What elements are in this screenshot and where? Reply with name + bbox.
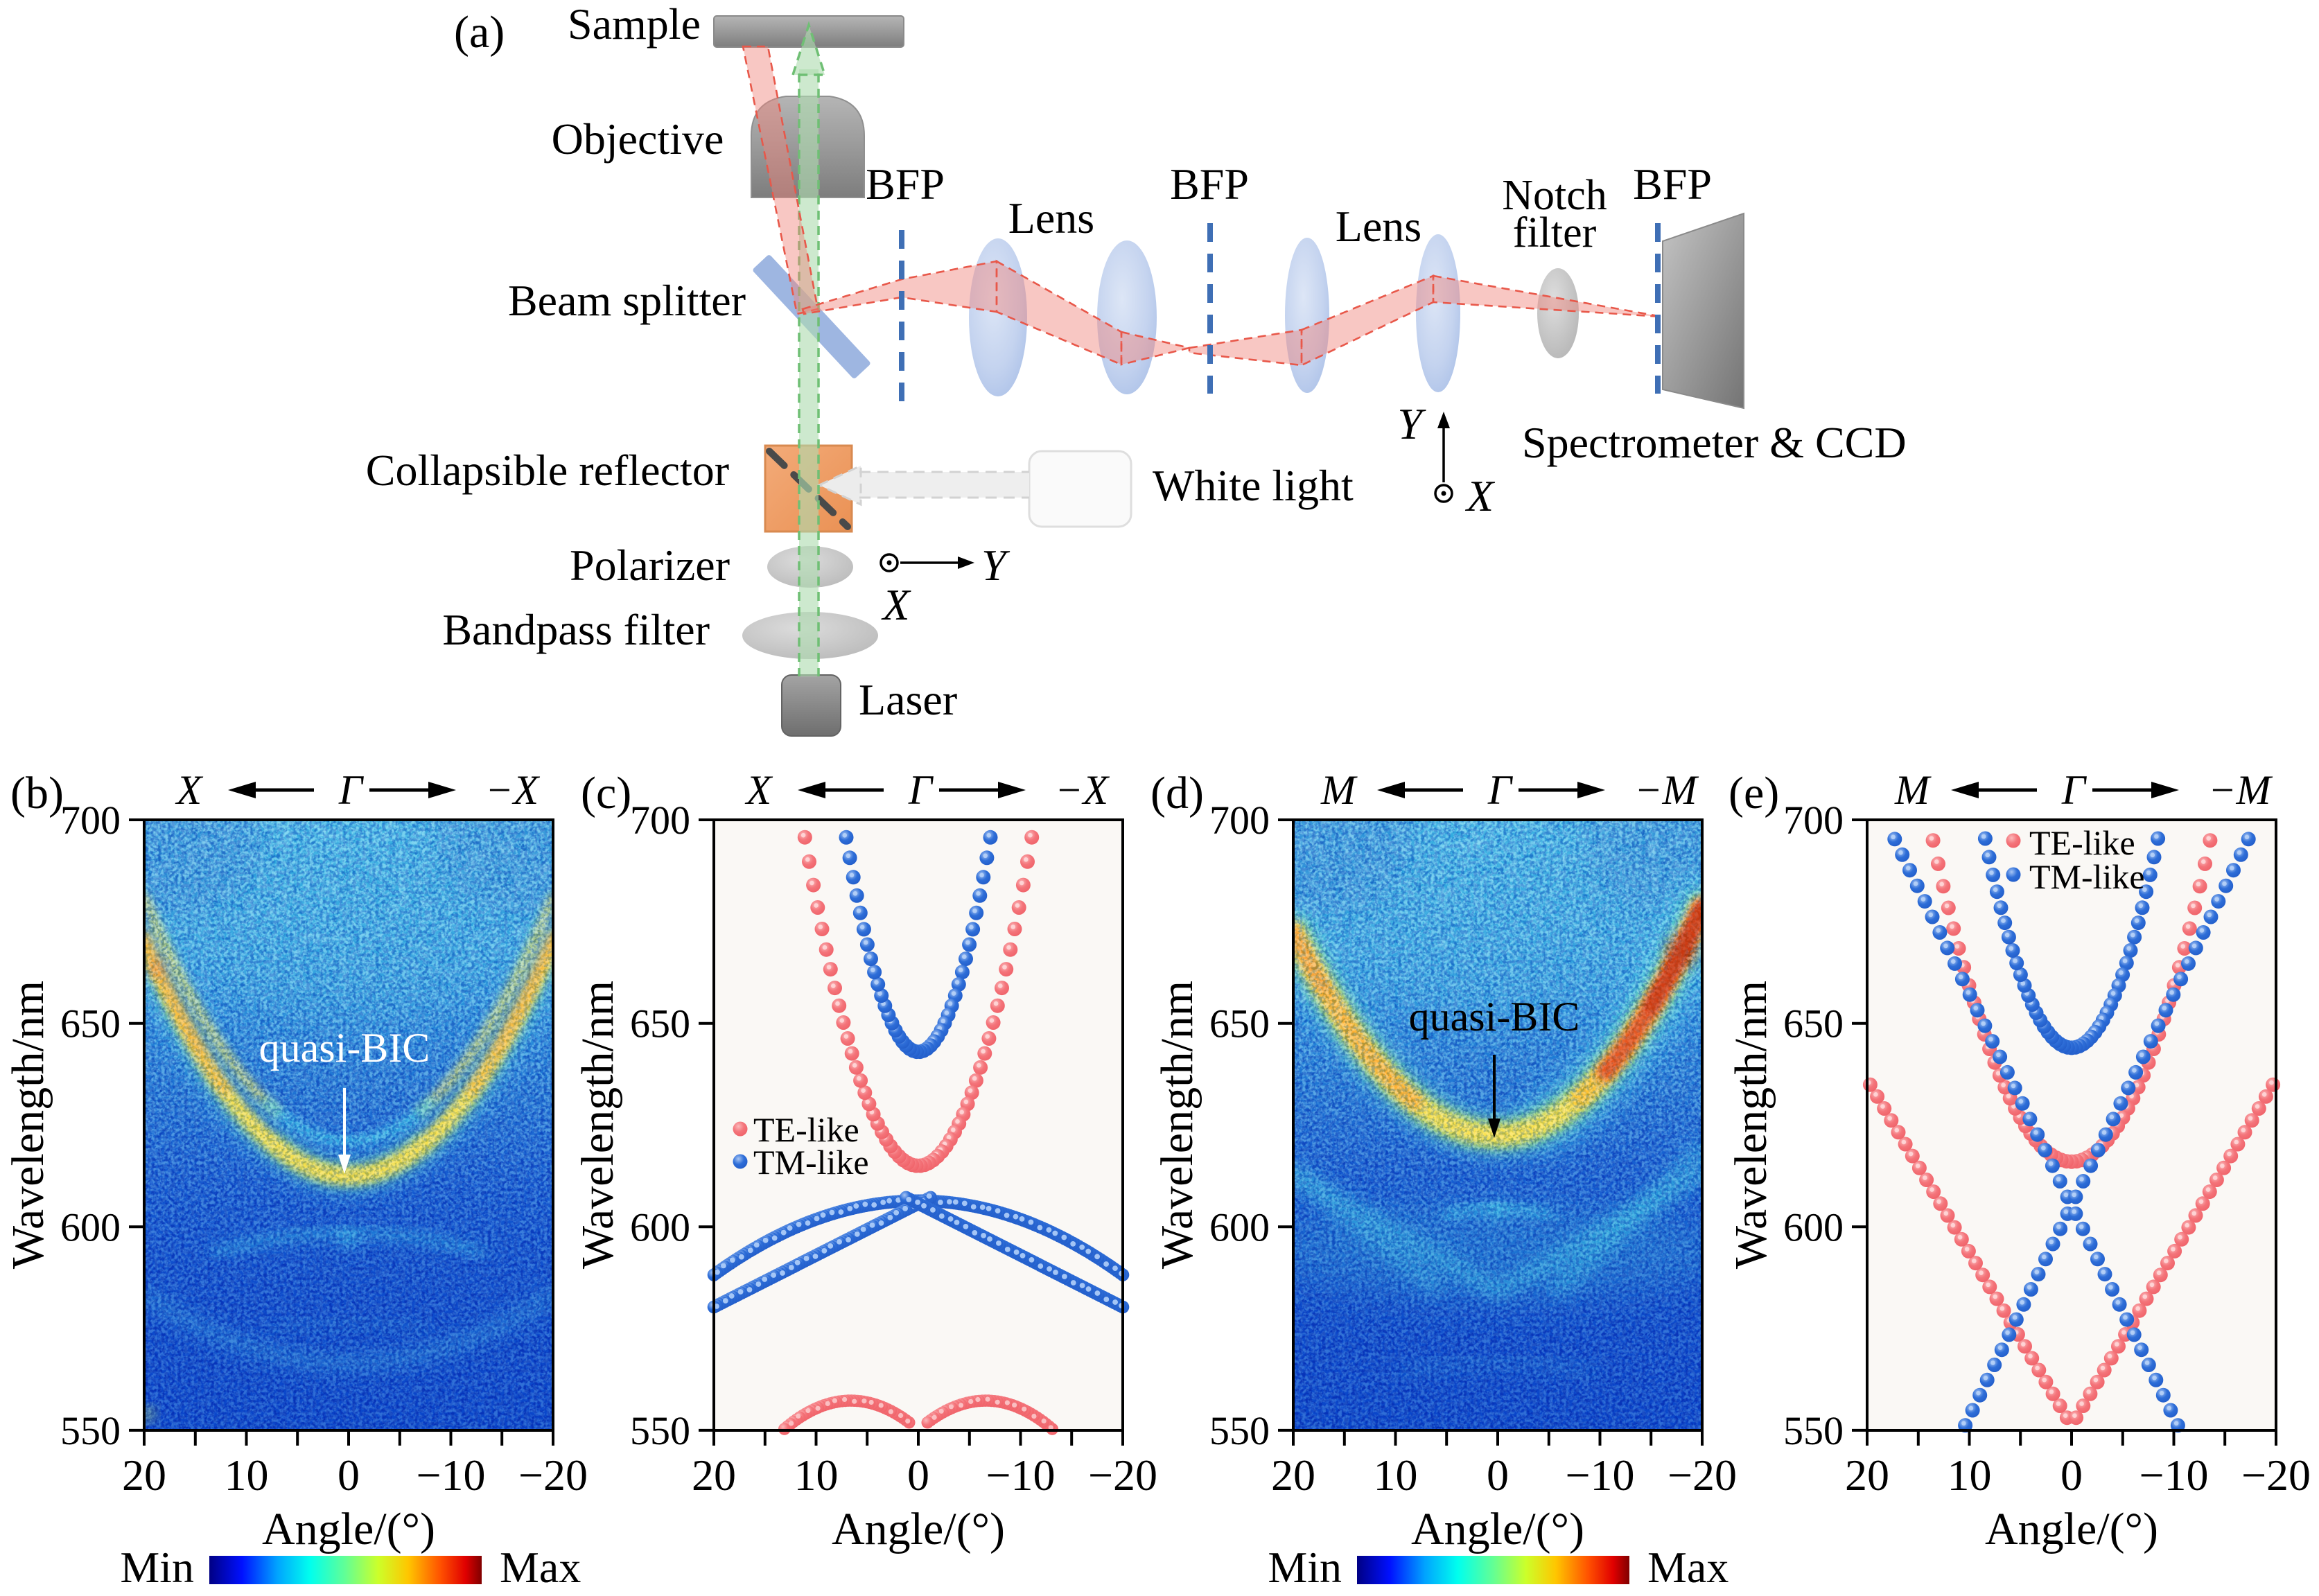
svg-text:10: 10	[1374, 1450, 1418, 1500]
svg-text:BFP: BFP	[1633, 159, 1712, 209]
svg-text:650: 650	[1209, 1001, 1270, 1046]
svg-text:550: 550	[1209, 1408, 1270, 1453]
svg-text:Y: Y	[981, 541, 1010, 590]
svg-text:700: 700	[60, 798, 121, 843]
svg-text:Γ: Γ	[2061, 767, 2088, 813]
svg-text:Wavelength/nm: Wavelength/nm	[1152, 981, 1202, 1269]
svg-text:10: 10	[225, 1450, 269, 1500]
svg-text:20: 20	[122, 1450, 166, 1500]
svg-text:−M: −M	[1634, 767, 1699, 813]
svg-text:−X: −X	[1055, 767, 1110, 813]
svg-text:X: X	[745, 767, 773, 813]
svg-text:Angle/(°): Angle/(°)	[1985, 1504, 2158, 1554]
svg-text:600: 600	[630, 1204, 690, 1249]
svg-text:BFP: BFP	[866, 159, 945, 209]
svg-text:Angle/(°): Angle/(°)	[832, 1504, 1005, 1554]
svg-text:700: 700	[630, 798, 690, 843]
svg-text:Beam splitter: Beam splitter	[508, 276, 746, 325]
svg-text:10: 10	[1948, 1450, 1992, 1500]
svg-text:BFP: BFP	[1170, 159, 1249, 209]
svg-text:20: 20	[1271, 1450, 1315, 1500]
svg-text:(b): (b)	[10, 768, 64, 818]
svg-text:Polarizer: Polarizer	[570, 541, 730, 590]
svg-text:Wavelength/nm: Wavelength/nm	[1726, 981, 1776, 1269]
svg-text:650: 650	[630, 1001, 690, 1046]
svg-text:0: 0	[907, 1450, 929, 1500]
svg-text:Notch: Notch	[1502, 172, 1607, 219]
svg-text:Collapsible reflector: Collapsible reflector	[366, 446, 729, 495]
svg-text:−X: −X	[485, 767, 540, 813]
svg-text:X: X	[175, 767, 204, 813]
svg-text:700: 700	[1783, 798, 1844, 843]
svg-text:quasi-BIC: quasi-BIC	[1409, 994, 1580, 1040]
svg-text:Bandpass filter: Bandpass filter	[442, 605, 710, 654]
svg-text:−20: −20	[1668, 1450, 1737, 1500]
svg-text:(e): (e)	[1729, 768, 1779, 818]
svg-text:Γ: Γ	[338, 767, 365, 813]
svg-text:X: X	[1464, 471, 1496, 520]
svg-text:−10: −10	[416, 1450, 485, 1500]
svg-text:(d): (d)	[1150, 768, 1204, 818]
svg-text:TE-like: TE-like	[753, 1110, 859, 1149]
svg-text:White light: White light	[1153, 461, 1354, 510]
svg-text:650: 650	[1783, 1001, 1844, 1046]
svg-text:550: 550	[1783, 1408, 1844, 1453]
svg-text:550: 550	[60, 1408, 121, 1453]
svg-text:0: 0	[338, 1450, 360, 1500]
svg-text:Sample: Sample	[568, 0, 701, 49]
svg-text:Min: Min	[120, 1543, 194, 1592]
svg-text:(a): (a)	[454, 7, 505, 58]
svg-text:Angle/(°): Angle/(°)	[1411, 1504, 1584, 1554]
svg-text:0: 0	[1487, 1450, 1509, 1500]
svg-text:M: M	[1320, 767, 1358, 813]
svg-text:filter: filter	[1513, 209, 1597, 256]
svg-text:−20: −20	[1088, 1450, 1157, 1500]
svg-text:Angle/(°): Angle/(°)	[262, 1504, 435, 1554]
svg-text:600: 600	[60, 1204, 121, 1249]
svg-text:−10: −10	[2139, 1450, 2208, 1500]
svg-text:Max: Max	[1647, 1543, 1729, 1592]
svg-text:−10: −10	[986, 1450, 1055, 1500]
svg-text:−M: −M	[2208, 767, 2273, 813]
svg-text:700: 700	[1209, 798, 1270, 843]
svg-text:M: M	[1894, 767, 1932, 813]
svg-text:TM-like: TM-like	[753, 1143, 869, 1182]
svg-text:650: 650	[60, 1001, 121, 1046]
svg-text:20: 20	[1845, 1450, 1889, 1500]
svg-text:(c): (c)	[581, 768, 631, 818]
svg-text:20: 20	[692, 1450, 736, 1500]
svg-text:−10: −10	[1565, 1450, 1634, 1500]
svg-text:600: 600	[1209, 1204, 1270, 1249]
svg-text:10: 10	[794, 1450, 839, 1500]
svg-text:Γ: Γ	[1487, 767, 1514, 813]
svg-text:Laser: Laser	[859, 675, 957, 724]
svg-text:Lens: Lens	[1336, 202, 1421, 251]
svg-text:Wavelength/nm: Wavelength/nm	[3, 981, 53, 1269]
svg-text:0: 0	[2060, 1450, 2083, 1500]
svg-text:TM-like: TM-like	[2029, 857, 2145, 896]
svg-text:Min: Min	[1268, 1543, 1342, 1592]
svg-text:Objective: Objective	[552, 114, 724, 164]
svg-text:quasi-BIC: quasi-BIC	[259, 1025, 430, 1071]
svg-text:−20: −20	[518, 1450, 588, 1500]
svg-text:X: X	[880, 580, 911, 629]
svg-text:550: 550	[630, 1408, 690, 1453]
svg-text:600: 600	[1783, 1204, 1844, 1249]
svg-text:TE-like: TE-like	[2029, 823, 2135, 862]
svg-text:Max: Max	[500, 1543, 581, 1592]
svg-text:Γ: Γ	[908, 767, 934, 813]
svg-text:Y: Y	[1397, 399, 1426, 448]
svg-text:Lens: Lens	[1008, 193, 1094, 243]
svg-text:Spectrometer & CCD: Spectrometer & CCD	[1522, 418, 1907, 467]
svg-text:Wavelength/nm: Wavelength/nm	[572, 981, 623, 1269]
svg-text:−20: −20	[2241, 1450, 2311, 1500]
